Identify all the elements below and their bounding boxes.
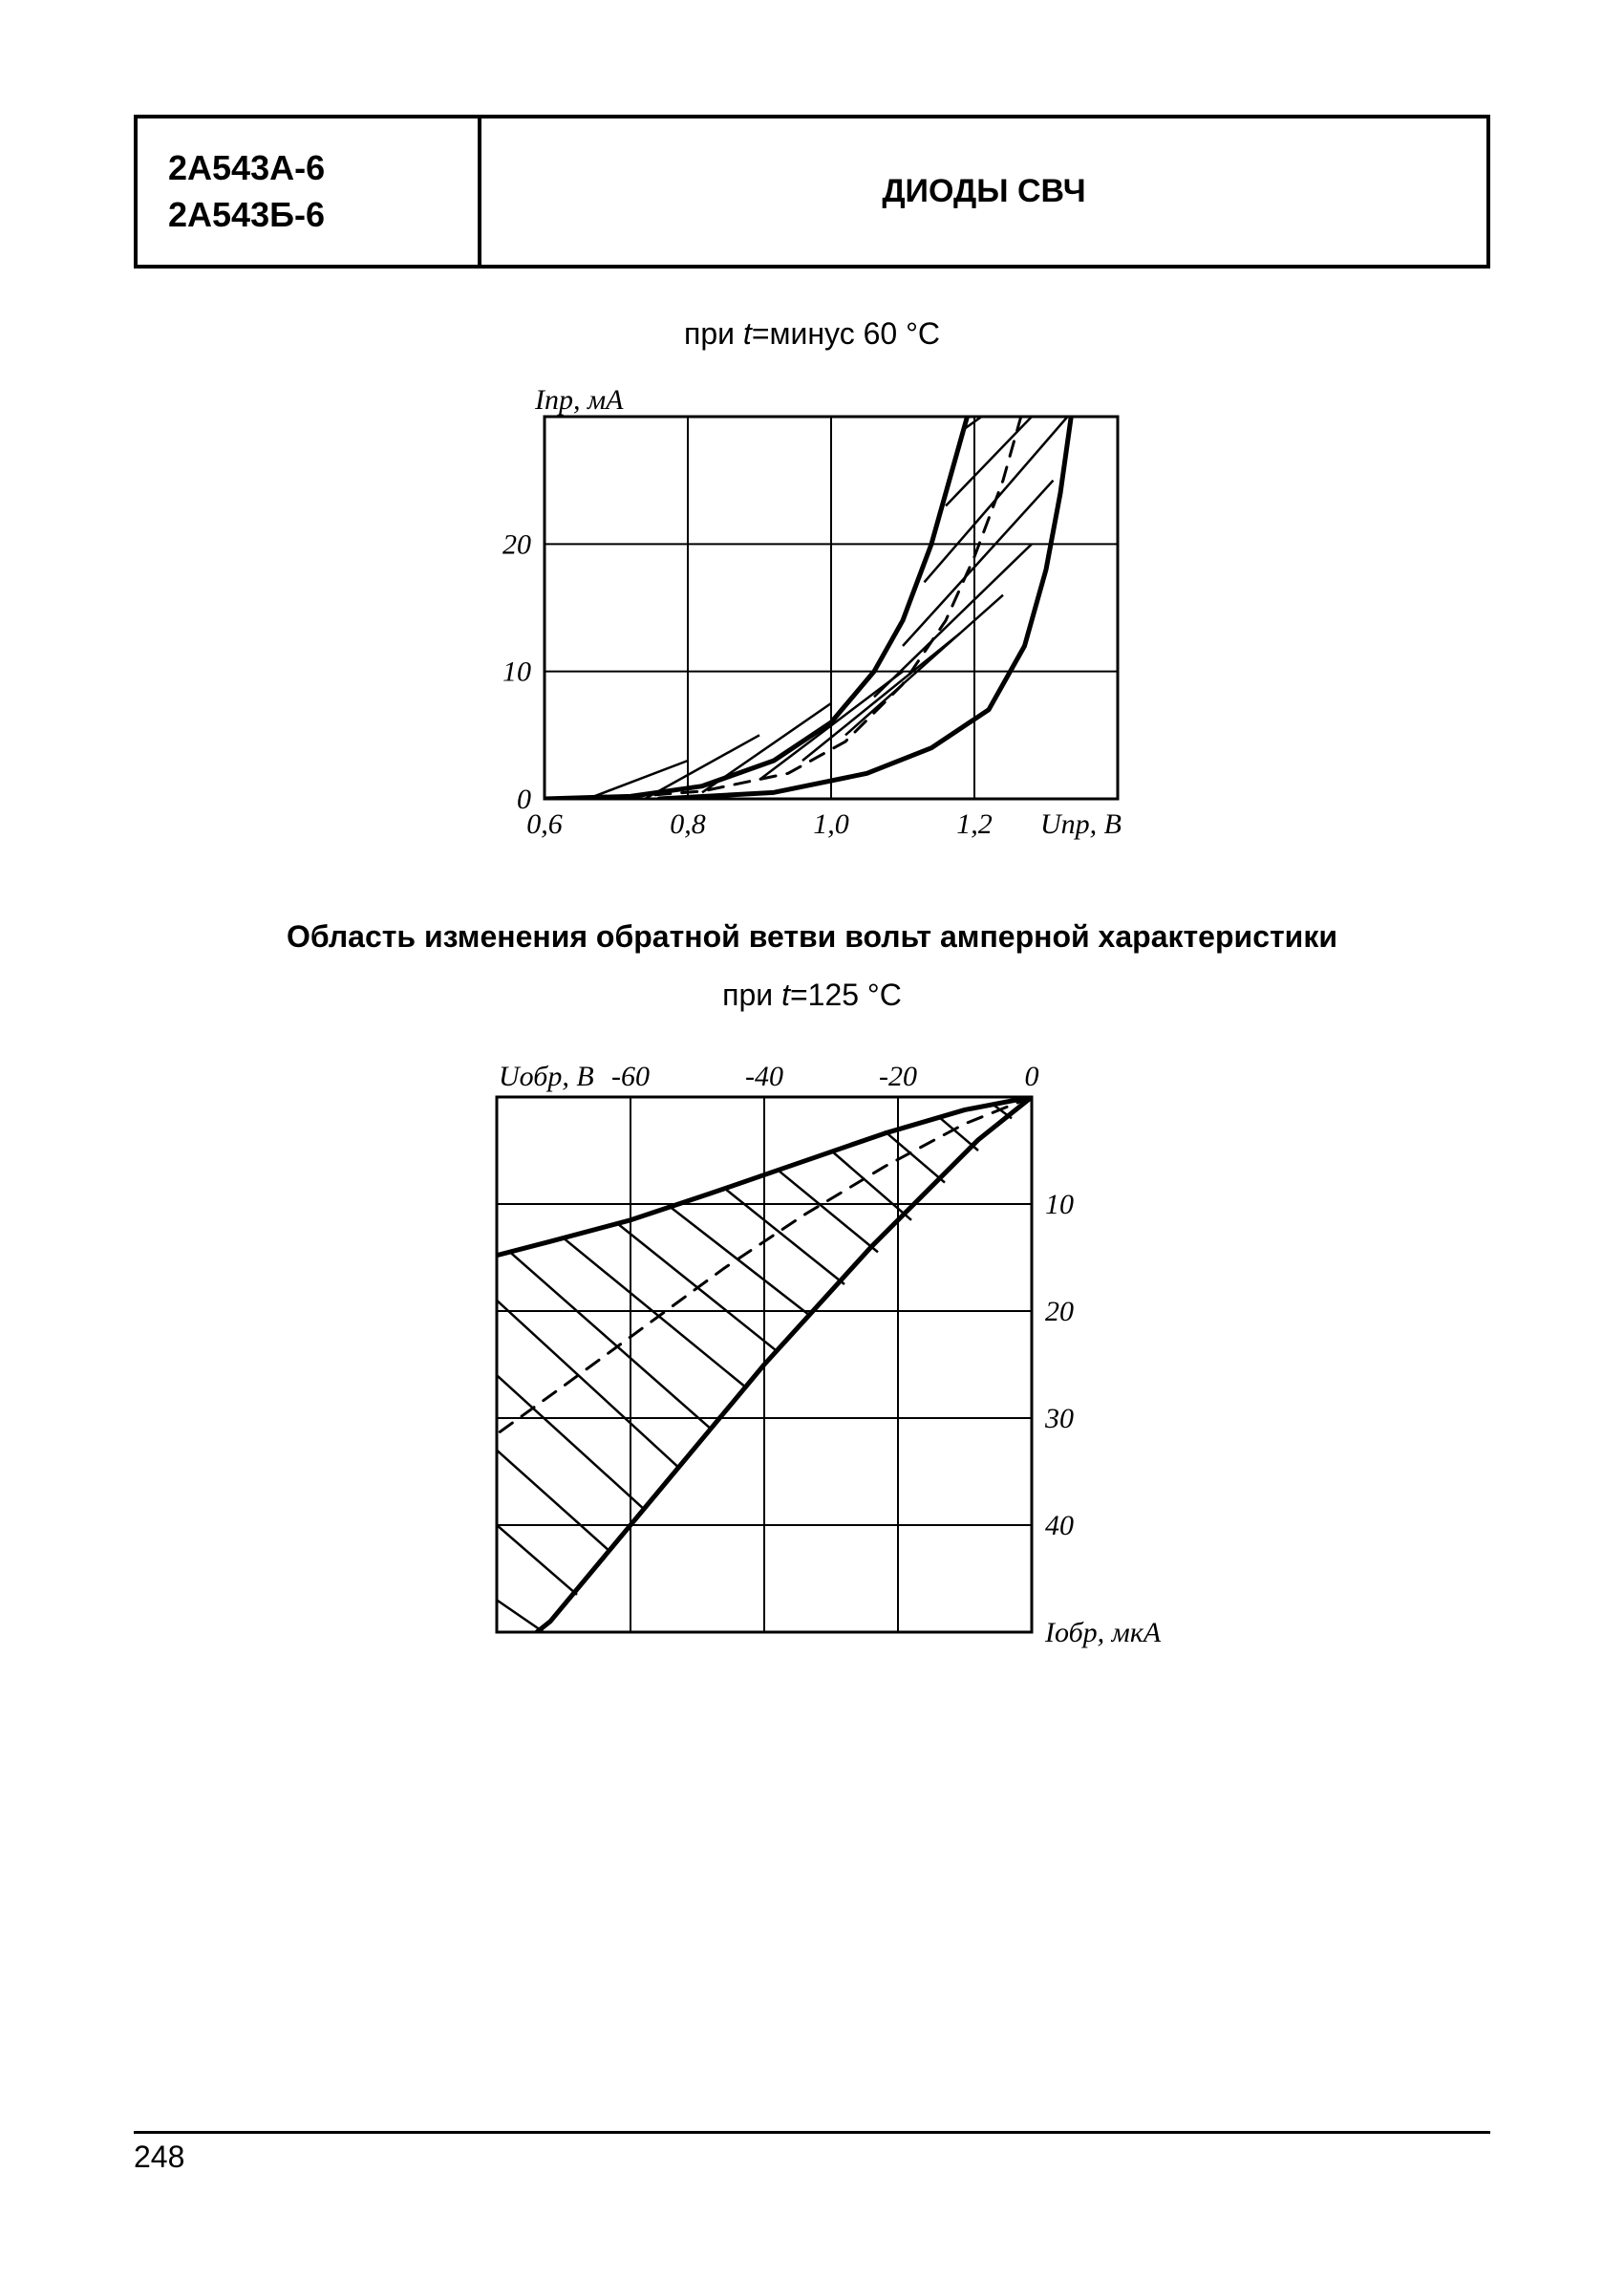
svg-text:0: 0 [1025, 1061, 1039, 1092]
chart2-caption-suffix: =125 °С [790, 978, 902, 1012]
svg-text:30: 30 [1044, 1403, 1074, 1434]
svg-text:Uобр, В: Uобр, В [499, 1061, 594, 1092]
part-number-1: 2А543А-6 [168, 145, 447, 192]
svg-text:1,2: 1,2 [956, 808, 993, 840]
chart1-svg: 0,6 0,8 1,0 1,2 0 10 20 Iпр, мА Uпр, В [420, 378, 1204, 875]
svg-text:-40: -40 [745, 1061, 783, 1092]
svg-text:20: 20 [1045, 1296, 1074, 1327]
svg-text:0,8: 0,8 [670, 808, 706, 840]
svg-text:10: 10 [1045, 1189, 1074, 1220]
svg-text:Iобр, мкА: Iобр, мкА [1044, 1617, 1162, 1648]
chart2-caption: при t=125 °С [134, 978, 1490, 1013]
svg-text:20: 20 [502, 529, 531, 561]
page-footer: 248 [134, 2131, 1490, 2175]
page-number: 248 [134, 2140, 184, 2174]
section-title: Область изменения обратной ветви вольт а… [134, 919, 1490, 955]
svg-text:40: 40 [1045, 1510, 1074, 1541]
svg-text:0,6: 0,6 [526, 808, 563, 840]
chart2-container: -60 -40 -20 0 10 20 30 40 Uобр, В Iобр, мкА [134, 1040, 1490, 1728]
chart1-caption-prefix: при [684, 316, 743, 351]
chart2-caption-var: t [781, 978, 790, 1012]
chart2-caption-prefix: при [722, 978, 781, 1012]
header-box: 2А543А-6 2А543Б-6 ДИОДЫ СВЧ [134, 115, 1490, 269]
svg-text:10: 10 [502, 656, 531, 688]
svg-text:Uпр, В: Uпр, В [1040, 808, 1122, 840]
svg-text:1,0: 1,0 [813, 808, 849, 840]
chart2-svg: -60 -40 -20 0 10 20 30 40 Uобр, В Iобр, мкА [392, 1040, 1232, 1728]
chart1-container: 0,6 0,8 1,0 1,2 0 10 20 Iпр, мА Uпр, В [134, 378, 1490, 875]
chart1-caption: при t=минус 60 °С [134, 316, 1490, 352]
header-category: ДИОДЫ СВЧ [481, 118, 1486, 265]
part-number-2: 2А543Б-6 [168, 192, 447, 239]
svg-text:-20: -20 [879, 1061, 917, 1092]
svg-text:-60: -60 [611, 1061, 650, 1092]
chart1-caption-var: t [743, 316, 752, 351]
svg-text:Iпр, мА: Iпр, мА [534, 384, 624, 416]
svg-text:0: 0 [517, 784, 531, 815]
header-part-numbers: 2А543А-6 2А543Б-6 [138, 118, 481, 265]
chart1-caption-suffix: =минус 60 °С [752, 316, 940, 351]
